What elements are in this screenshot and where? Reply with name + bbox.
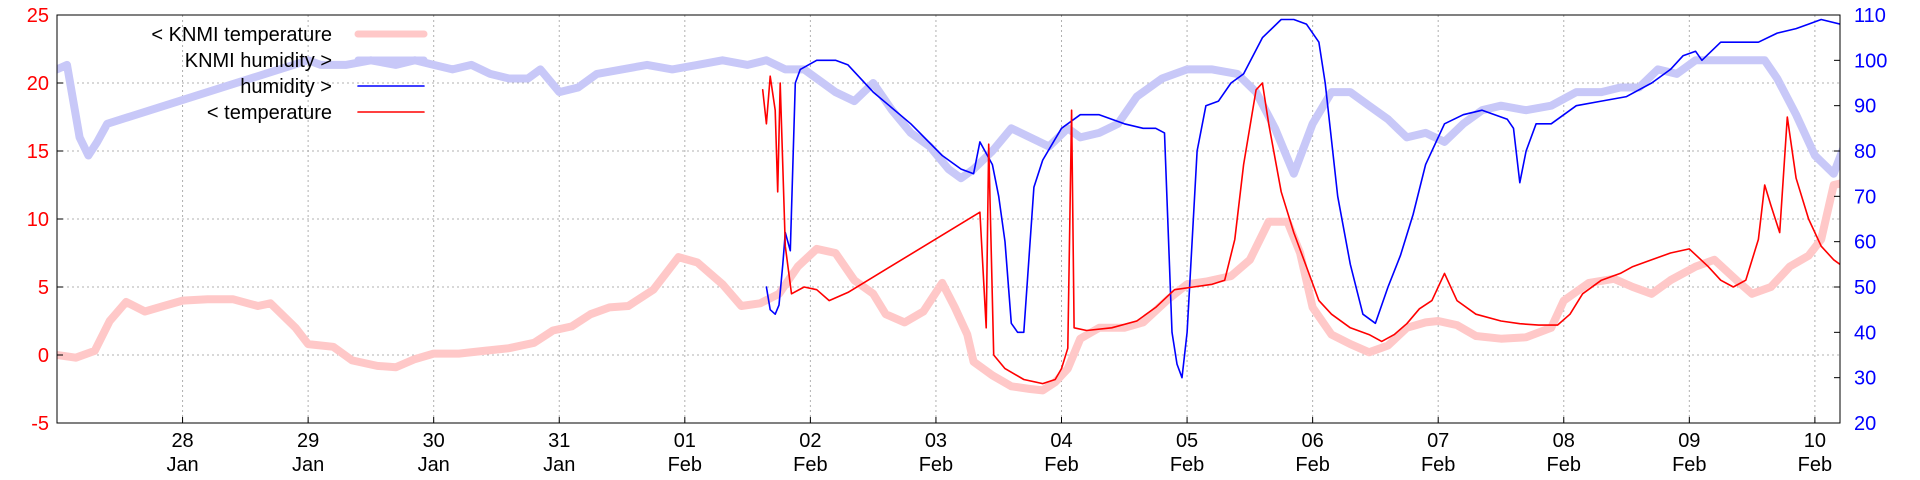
series-line-2 [765, 18, 1840, 379]
right-tick-label: 40 [1854, 322, 1876, 344]
x-axis: 28Jan29Jan30Jan31Jan01Feb02Feb03Feb04Feb… [166, 417, 1832, 476]
x-tick-month-label: Feb [1547, 454, 1581, 476]
x-tick-month-label: Feb [1295, 454, 1329, 476]
x-tick-month-label: Feb [919, 454, 953, 476]
left-tick-label: 0 [38, 345, 49, 367]
legend-label: KNMI humidity > [185, 50, 332, 72]
series-line-0 [57, 179, 1840, 395]
x-tick-day-label: 04 [1050, 430, 1072, 452]
x-tick-month-label: Jan [418, 454, 450, 476]
series-line-3 [761, 75, 1840, 385]
x-tick-day-label: 02 [799, 430, 821, 452]
right-tick-label: 20 [1854, 413, 1876, 435]
x-tick-day-label: 03 [925, 430, 947, 452]
x-tick-day-label: 28 [171, 430, 193, 452]
x-tick-day-label: 31 [548, 430, 570, 452]
right-tick-label: 100 [1854, 50, 1887, 72]
left-y-axis: -5 0 5 10 15 20 25 [27, 5, 63, 435]
right-tick-label: 60 [1854, 232, 1876, 254]
left-tick-label: 10 [27, 209, 49, 231]
x-tick-month-label: Feb [1170, 454, 1204, 476]
right-tick-label: 80 [1854, 141, 1876, 163]
legend-label: < KNMI temperature [151, 24, 332, 46]
x-tick-month-label: Feb [793, 454, 827, 476]
left-tick-label: -5 [31, 413, 49, 435]
x-tick-month-label: Feb [1044, 454, 1078, 476]
x-tick-day-label: 30 [423, 430, 445, 452]
series-layer [57, 18, 1840, 395]
right-tick-label: 30 [1854, 368, 1876, 390]
right-tick-label: 110 [1854, 5, 1886, 27]
x-tick-day-label: 29 [297, 430, 319, 452]
legend-label: < temperature [207, 102, 332, 124]
x-tick-month-label: Feb [1798, 454, 1832, 476]
x-tick-month-label: Jan [166, 454, 198, 476]
x-tick-month-label: Jan [543, 454, 575, 476]
series-line-1 [57, 56, 1840, 183]
left-tick-label: 5 [38, 277, 49, 299]
left-tick-label: 15 [27, 141, 49, 163]
left-tick-label: 25 [27, 5, 49, 27]
x-tick-month-label: Jan [292, 454, 324, 476]
x-tick-month-label: Feb [1672, 454, 1706, 476]
right-tick-label: 50 [1854, 277, 1876, 299]
left-tick-label: 20 [27, 73, 49, 95]
right-tick-label: 70 [1854, 186, 1876, 208]
x-tick-day-label: 09 [1678, 430, 1700, 452]
x-tick-day-label: 07 [1427, 430, 1449, 452]
right-tick-label: 90 [1854, 96, 1876, 118]
x-tick-day-label: 05 [1176, 430, 1198, 452]
legend: < KNMI temperature KNMI humidity > humidit… [151, 24, 428, 124]
x-tick-day-label: 10 [1804, 430, 1826, 452]
right-y-axis: 20 30 40 50 60 70 80 90 100 110 [1834, 5, 1887, 435]
x-tick-month-label: Feb [1421, 454, 1455, 476]
x-tick-day-label: 08 [1553, 430, 1575, 452]
x-tick-day-label: 01 [674, 430, 696, 452]
legend-label: humidity > [240, 76, 332, 98]
x-tick-month-label: Feb [668, 454, 702, 476]
x-tick-day-label: 06 [1302, 430, 1324, 452]
